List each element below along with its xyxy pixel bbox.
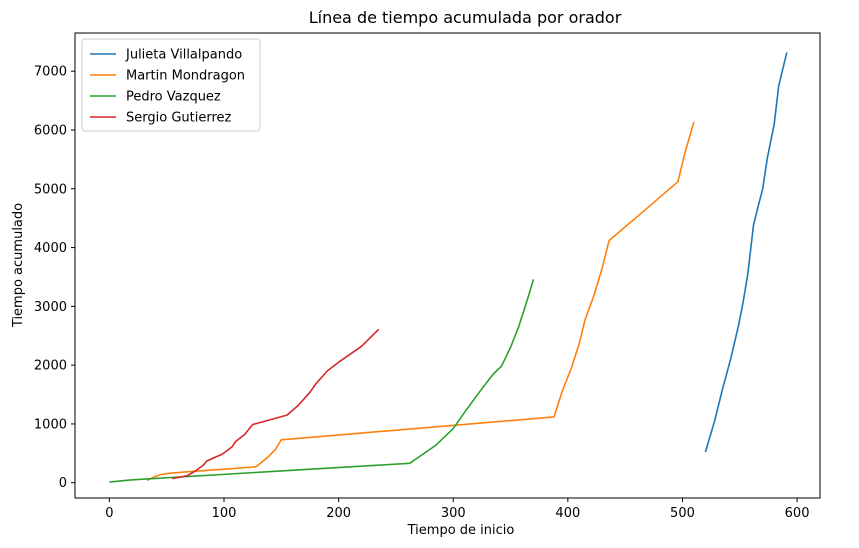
y-tick-label: 3000	[34, 300, 67, 315]
y-tick-label: 2000	[34, 359, 67, 374]
y-tick-label: 6000	[34, 123, 67, 138]
x-tick-label: 100	[212, 506, 237, 521]
y-axis-title: Tiempo acumulado	[11, 203, 26, 328]
chart-title: Línea de tiempo acumulada por orador	[309, 8, 622, 27]
plot-frame	[74, 32, 821, 499]
y-tick-label: 4000	[34, 241, 67, 256]
x-tick-label: 0	[105, 506, 113, 521]
legend-label-2: Pedro Vazquez	[126, 90, 221, 105]
y-tick-label: 1000	[34, 417, 67, 432]
series-line-0	[704, 52, 788, 453]
legend-label-1: Martin Mondragon	[126, 69, 245, 84]
legend-label-0: Julieta Villalpando	[125, 48, 242, 63]
y-tick-label: 5000	[34, 182, 67, 197]
y-tick-label: 7000	[34, 65, 67, 80]
series-line-1	[146, 121, 695, 482]
series-line-2	[109, 279, 535, 483]
series-line-3	[172, 328, 380, 480]
x-tick-label: 400	[555, 506, 580, 521]
x-tick-label: 200	[326, 506, 351, 521]
x-tick-label: 300	[441, 506, 466, 521]
legend-label-3: Sergio Gutierrez	[126, 111, 232, 126]
y-tick-label: 0	[59, 476, 67, 491]
series-lines	[109, 52, 788, 483]
y-axis-ticks: 0 1000 2000 3000 4000 5000 6000 7000	[34, 65, 75, 491]
legend-box	[81, 38, 261, 132]
x-tick-label: 500	[670, 506, 695, 521]
x-axis-ticks: 0 100 200 300 400 500 600	[105, 498, 809, 521]
x-tick-label: 600	[785, 506, 810, 521]
legend: Julieta Villalpando Martin Mondragon Pedro…	[81, 38, 261, 132]
x-axis-title: Tiempo de inicio	[407, 523, 515, 538]
